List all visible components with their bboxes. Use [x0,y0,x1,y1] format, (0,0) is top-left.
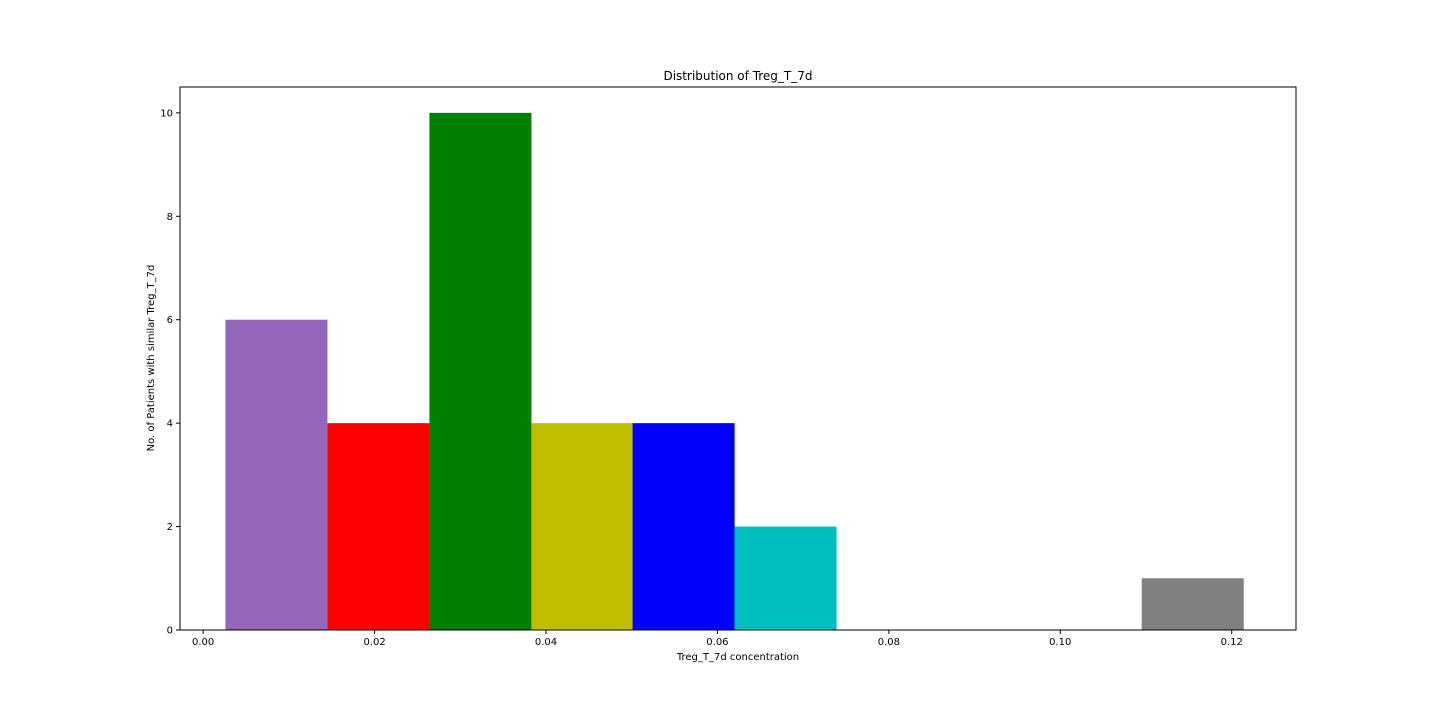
x-tick-label: 0.06 [706,637,728,648]
histogram-bar-5 [734,526,837,630]
bars-layer [225,112,1244,631]
histogram-bar-3 [531,423,633,630]
histogram-bar-2 [429,112,532,631]
x-tick-label: 0.10 [1049,637,1071,648]
y-tick-label: 10 [160,108,173,119]
plot-frame [179,86,1297,631]
y-tick-label: 8 [167,212,173,223]
x-tick-label: 0.08 [878,637,900,648]
histogram-bar-4 [632,423,735,630]
y-tick-label: 0 [167,626,173,637]
x-tick-label: 0.02 [363,637,385,648]
histogram-bar-0 [225,319,328,630]
chart-title: Distribution of Treg_T_7d [663,69,812,83]
histogram-bar-1 [327,423,430,630]
x-tick-label: 0.12 [1221,637,1243,648]
x-axis-ticks: 0.00 0.02 0.04 0.06 0.08 0.10 0.12 [192,630,1243,648]
histogram-bar-6 [1141,578,1244,630]
y-axis-ticks: 0 2 4 6 8 10 [160,108,180,637]
y-tick-label: 2 [167,522,173,533]
y-tick-label: 4 [167,419,173,430]
x-tick-label: 0.00 [192,637,214,648]
x-tick-label: 0.04 [535,637,557,648]
x-axis-label: Treg_T_7d concentration [676,652,799,663]
y-axis-label: No. of Patients with similar Treg_T_7d [146,265,157,452]
y-tick-label: 6 [167,315,173,326]
